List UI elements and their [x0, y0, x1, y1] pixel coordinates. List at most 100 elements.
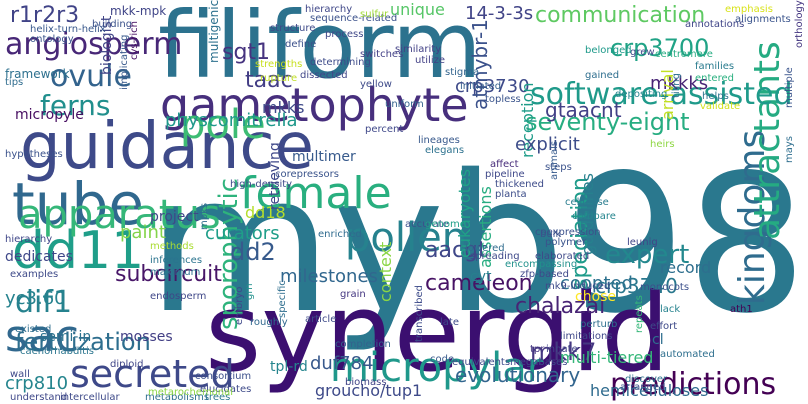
word-spreading: spreading: [470, 251, 520, 262]
word-genome: genome: [425, 219, 466, 230]
word-pipeline: pipeline: [485, 169, 525, 180]
word-communication: communication: [535, 3, 706, 28]
word-megabases: megabases: [510, 357, 568, 368]
word-taac: taac: [245, 68, 293, 93]
word-planta: planta: [495, 189, 527, 200]
word-sgt1: sgt1: [222, 40, 271, 65]
word-predictions: predictions: [610, 367, 777, 402]
word-caenorhabditis: caenorhabditis: [20, 346, 95, 357]
word-dd11: dd11: [12, 221, 145, 281]
word-elegans: elegans: [425, 145, 465, 156]
word-coopted: coopted: [560, 273, 633, 294]
word-late: late: [440, 317, 459, 328]
word-hierarchy: hierarchy: [305, 4, 353, 15]
word-pole: pole: [180, 102, 266, 148]
word-transcribed: transcribed: [414, 285, 425, 342]
word-consortium: consortium: [195, 371, 252, 382]
word-rupture: rupture: [260, 73, 298, 84]
word-strengths: strengths: [255, 59, 303, 70]
word-multiple: multiple: [784, 67, 795, 108]
word-emphasis: emphasis: [725, 4, 773, 15]
word-framework: framework: [5, 67, 70, 81]
word-multimer: multimer: [292, 149, 356, 165]
word-subcircuit: subcircuit: [115, 262, 222, 287]
word-polymer: polymer: [545, 237, 587, 248]
word-helix-turn-helix: helix-turn-helix: [30, 24, 106, 35]
word-examples: examples: [10, 269, 59, 280]
word-hierarchy: hierarchy: [5, 234, 53, 245]
word-belonged: belonged: [585, 45, 632, 56]
word-zfp-based: zfp-based: [520, 269, 569, 280]
word-seventy-eight: seventy-eight: [525, 108, 690, 136]
word-filiform: filiform: [158, 0, 482, 99]
word-monocots: monocots: [640, 282, 690, 293]
word-metabolisms: metabolisms: [145, 392, 210, 403]
word-physcomitrella: physcomitrella: [165, 110, 298, 131]
word-r1r2r3: r1r2r3: [10, 3, 80, 28]
word-grn: grn: [244, 283, 255, 300]
word-crp3740: crp3740: [595, 274, 678, 298]
word-gametophyte: gametophyte: [160, 78, 469, 132]
word-ferns: ferns: [40, 89, 111, 122]
word-utilize: utilize: [415, 55, 445, 66]
word-accurate: accurate: [405, 219, 449, 230]
word-endosperm: endosperm: [150, 291, 207, 302]
word-explicit: explicit: [515, 134, 580, 155]
word-equivalents: equivalents: [452, 357, 511, 368]
word-fertilization: fertilization: [15, 328, 151, 356]
word-thickened: thickened: [495, 179, 544, 190]
word-understand: understand: [10, 392, 68, 403]
word-biomass: biomass: [345, 377, 387, 388]
word-hemicelluloses: hemicelluloses: [590, 381, 709, 400]
word-existed: existed: [15, 324, 52, 335]
word-heirs: heirs: [650, 139, 675, 150]
word-dd2: dd2: [230, 238, 276, 266]
word-context: context: [376, 241, 395, 302]
word-grew: grew: [630, 47, 655, 58]
word-centromere: centromere: [655, 49, 713, 60]
word-multigenic: multigenic: [207, 0, 221, 64]
word-crp3700: crp3700: [610, 34, 710, 62]
word-record: record: [660, 258, 712, 277]
word-mkk-mpk: mkk-mpk: [110, 4, 167, 18]
word-helps: helps: [702, 91, 729, 102]
word-elucidates: elucidates: [200, 384, 252, 395]
word-unique: unique: [390, 0, 445, 19]
word-arranged: arranged: [620, 382, 666, 393]
word-leunig: leunig: [627, 237, 658, 248]
word-tiling: tiling: [671, 73, 682, 98]
word-depositing: depositing: [615, 89, 668, 100]
word-effort: effort: [650, 321, 678, 332]
word-milestones: milestones: [280, 266, 378, 287]
word-maximum: maximum: [150, 267, 201, 278]
word-discover: discover: [625, 374, 668, 385]
word-micropyle: micropyle: [15, 107, 84, 123]
word-lowered: lowered: [465, 243, 505, 254]
word-bulk: bulk: [540, 229, 562, 240]
word-pollen: pollen: [345, 215, 468, 261]
word-ath1: ath1: [730, 304, 753, 315]
word-building: building: [92, 19, 133, 30]
word-project: project: [150, 209, 199, 225]
word-trees: trees: [205, 392, 231, 403]
word-female: female: [240, 168, 392, 219]
word-lineages: lineages: [418, 135, 460, 146]
word-yellow: yellow: [360, 79, 392, 90]
word-angiosperm: angiosperm: [5, 27, 183, 62]
word-compare: compare: [572, 211, 616, 222]
word-myb98: myb98: [147, 134, 807, 355]
word-implicating: implicating: [119, 34, 130, 90]
word-intercellular: intercellular: [60, 392, 120, 403]
word-determining: determining: [310, 57, 371, 68]
word-secreted: secreted: [70, 352, 235, 396]
word-chalazal: chalazal: [515, 294, 606, 319]
word-metarochemonal: metarochemonal: [148, 387, 234, 398]
word-mk9-induced: mk9-induced: [545, 281, 611, 292]
word-ontology: ontology: [30, 34, 74, 45]
word-grain: grain: [340, 289, 366, 300]
word-mays: mays: [784, 136, 795, 163]
word-ovule: ovule: [50, 59, 132, 94]
word-micropylar: micropylar: [330, 345, 544, 391]
word-corepressors: corepressors: [275, 169, 339, 180]
word-perturb: perturb: [580, 319, 618, 330]
